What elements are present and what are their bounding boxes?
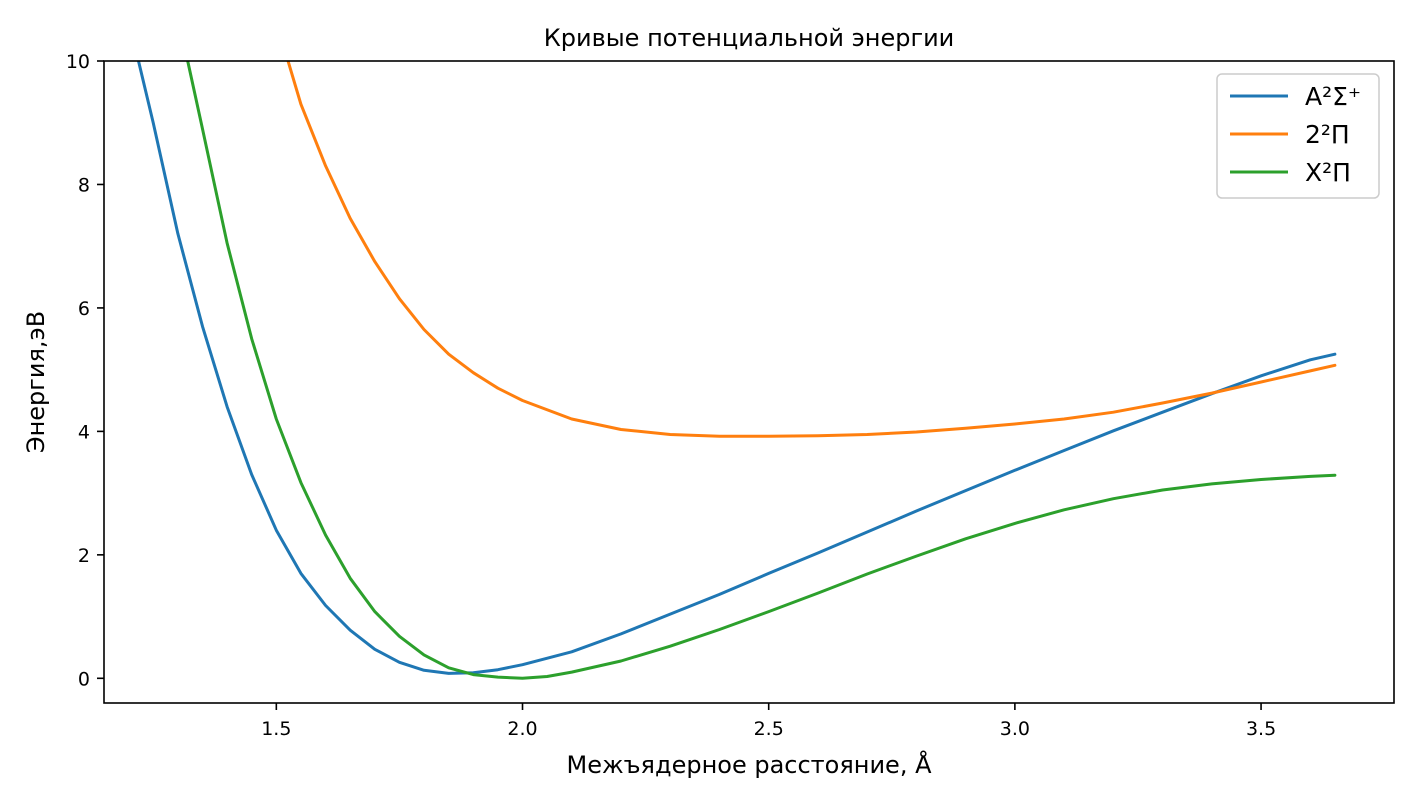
x-tick-label: 1.5 [261, 718, 291, 740]
y-axis: 0 2 4 6 8 10 [66, 51, 104, 690]
series-line-2 [186, 61, 1337, 680]
x-tick-label: 3.0 [1000, 718, 1030, 740]
chart-title: Кривые потенциальной энергии [544, 24, 955, 52]
legend-label-1: 2²Π [1305, 120, 1350, 149]
legend-label-2: X²Π [1305, 158, 1351, 187]
y-tick-label: 4 [78, 421, 90, 443]
x-tick-label: 2.0 [507, 718, 537, 740]
y-tick-label: 8 [78, 174, 90, 196]
legend-box [1216, 73, 1380, 199]
series-line-0 [137, 61, 1337, 675]
series-layer [137, 61, 1337, 680]
y-tick-label: 10 [66, 51, 90, 73]
legend: A²Σ⁺ 2²Π X²Π [1216, 73, 1380, 199]
y-tick-label: 6 [78, 298, 90, 320]
y-tick-label: 0 [78, 668, 90, 690]
legend-label-0: A²Σ⁺ [1305, 82, 1361, 111]
plot-frame [103, 60, 1395, 704]
x-axis: 1.5 2.0 2.5 3.0 3.5 [261, 703, 1276, 740]
x-tick-label: 3.5 [1246, 718, 1276, 740]
series-line-1 [286, 61, 1337, 438]
x-tick-label: 2.5 [754, 718, 784, 740]
y-tick-label: 2 [78, 545, 90, 567]
y-axis-label: Энергия,эВ [22, 311, 50, 453]
x-axis-label: Межъядерное расстояние, Å [566, 750, 932, 779]
